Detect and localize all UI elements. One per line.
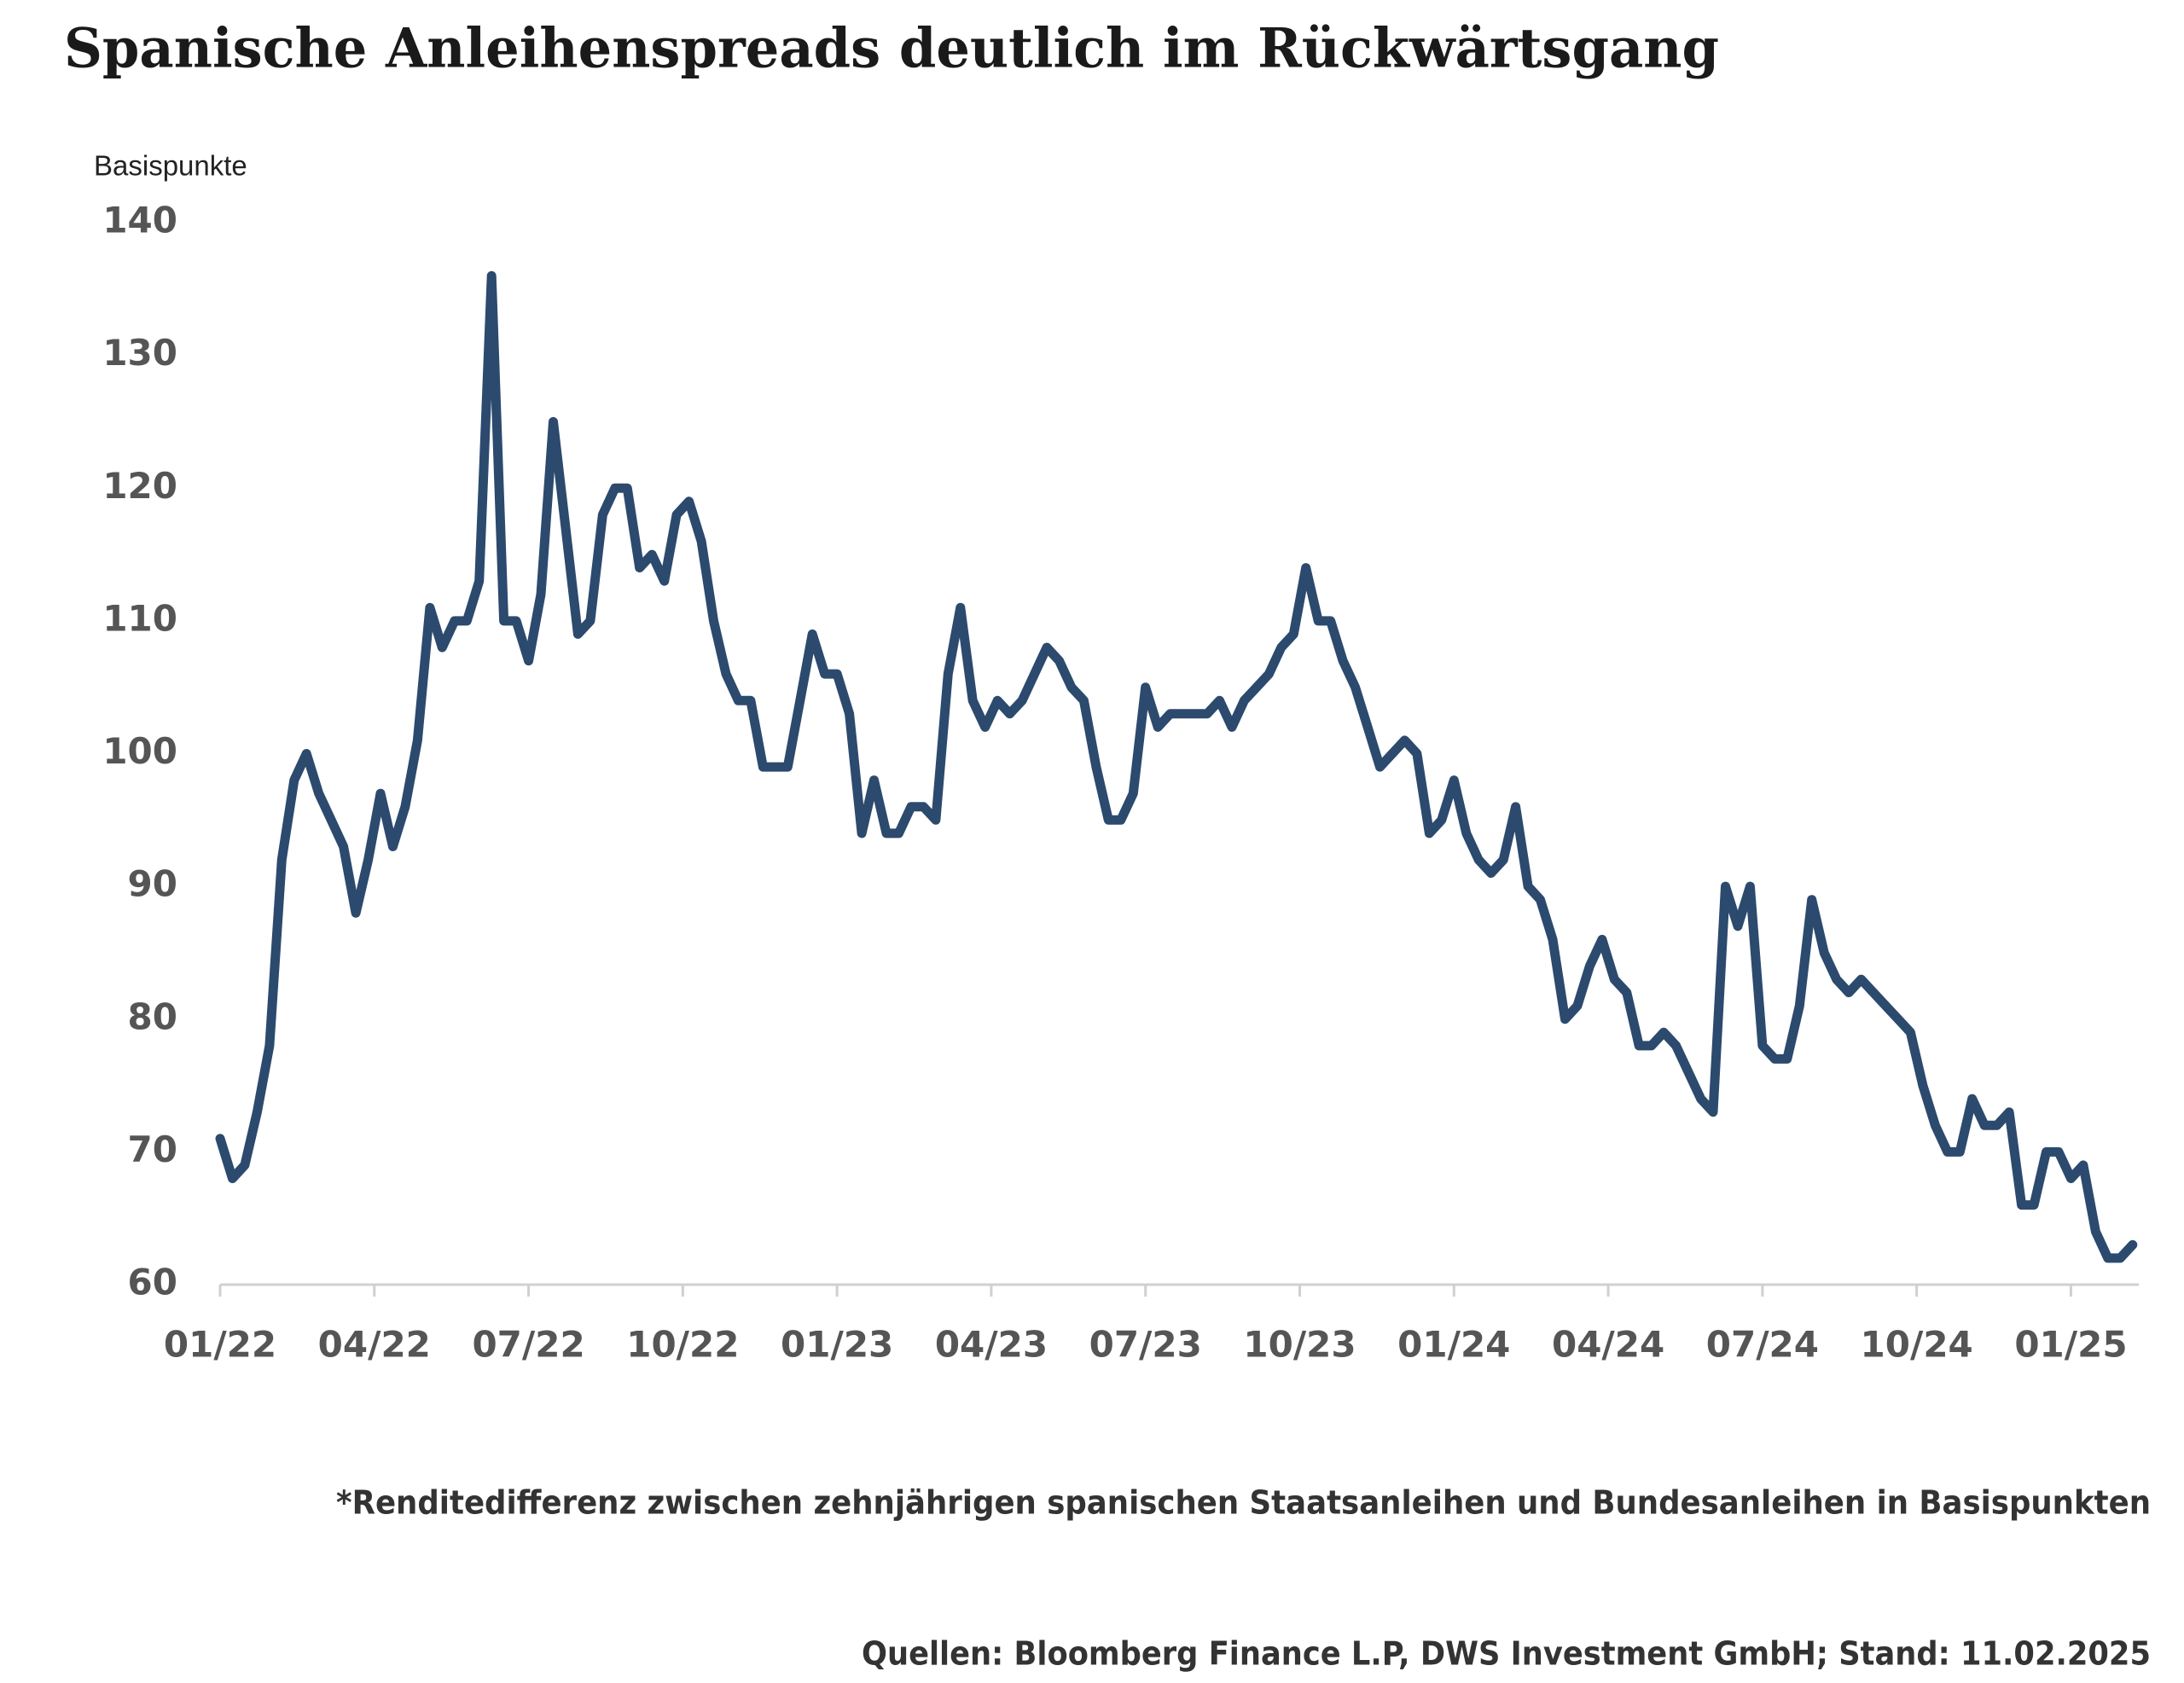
- y-tick-label: 140: [102, 200, 177, 241]
- y-tick-label: 130: [102, 332, 177, 374]
- data-line: [215, 270, 2138, 1263]
- y-tick-label: 100: [102, 730, 177, 772]
- y-tick-label: 80: [128, 995, 177, 1037]
- source: Quellen: Bloomberg Finance L.P, DWS Inve…: [862, 1635, 2151, 1673]
- y-tick-label: 120: [102, 465, 177, 507]
- x-tick-label: 10/24: [1861, 1324, 1973, 1366]
- x-tick-label: 10/23: [1243, 1324, 1356, 1366]
- y-axis-label: Basispunkte: [94, 150, 247, 182]
- x-tick-label: 04/22: [318, 1324, 431, 1366]
- y-tick-label: 60: [128, 1262, 177, 1303]
- x-tick-label: 10/22: [626, 1324, 739, 1366]
- x-tick-label: 07/24: [1706, 1324, 1819, 1366]
- x-tick-label: 07/22: [472, 1324, 584, 1366]
- x-tick-label: 01/24: [1397, 1324, 1510, 1366]
- x-tick-label: 04/23: [935, 1324, 1048, 1366]
- x-tick-label: 07/23: [1089, 1324, 1202, 1366]
- y-tick-label: 70: [128, 1129, 177, 1170]
- x-tick-label: 01/23: [781, 1324, 893, 1366]
- y-tick-label: 90: [128, 863, 177, 905]
- x-tick-label: 01/22: [164, 1324, 276, 1366]
- x-tick-label: 01/25: [2014, 1324, 2127, 1366]
- y-tick-label: 110: [102, 597, 177, 639]
- x-tick-label: 04/24: [1552, 1324, 1664, 1366]
- footnote: *Renditedifferenz zwischen zehnjährigen …: [336, 1484, 2151, 1522]
- chart-title: Spanische Anleihenspreads deutlich im Rü…: [64, 17, 1719, 81]
